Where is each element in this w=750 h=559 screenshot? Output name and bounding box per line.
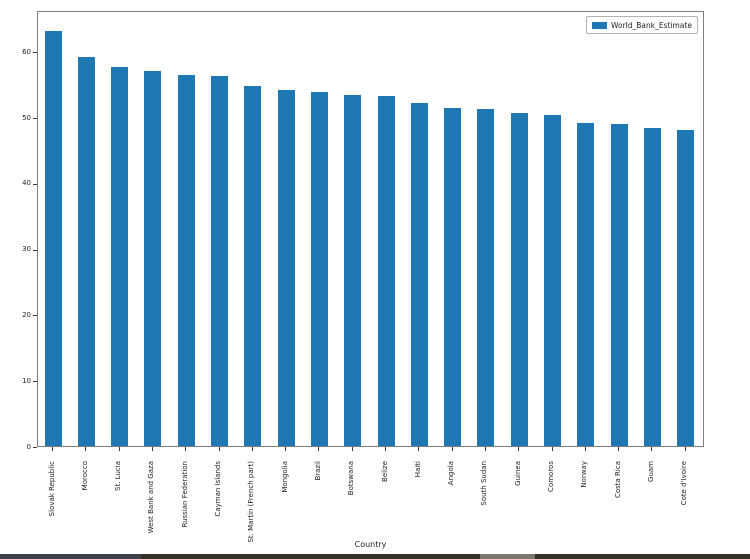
x-tick-mark [185, 447, 187, 451]
y-tick-mark [33, 315, 37, 317]
x-tick-mark [684, 447, 686, 451]
bar-guinea [510, 112, 528, 446]
y-tick-mark [33, 52, 37, 54]
y-tick-label-20: 20 [22, 310, 31, 319]
y-tick-label-0: 0 [26, 442, 31, 451]
taskbar-segment-brown-right[interactable] [535, 554, 750, 559]
x-tick-mark [52, 447, 53, 451]
legend-entry-world-bank-estimate: World_Bank_Estimate [611, 20, 692, 30]
x-tick-mark [385, 447, 386, 451]
x-tick-mark [651, 447, 653, 451]
x-tick-mark [418, 447, 420, 451]
bar-st-martin-french-part [244, 86, 262, 446]
y-tick-label-30: 30 [22, 245, 31, 254]
bar-russian-federation [177, 75, 195, 446]
x-tick-mark [85, 447, 87, 451]
bar-west-bank-and-gaza [144, 70, 162, 446]
x-tick-mark [351, 447, 353, 451]
bar-costa-rica [610, 124, 628, 446]
bar-norway [577, 122, 595, 446]
bar-haiti [410, 103, 428, 446]
bar-belize [377, 95, 395, 446]
y-tick-label-60: 60 [22, 47, 31, 56]
x-tick-mark [285, 447, 287, 451]
x-tick-mark [551, 447, 553, 451]
bar-angola [444, 108, 462, 446]
bar-mongolia [277, 89, 295, 446]
legend: World_Bank_Estimate [586, 16, 698, 34]
legend-swatch-icon [592, 21, 607, 29]
y-tick-label-10: 10 [22, 376, 31, 385]
y-tick-mark [33, 118, 37, 120]
bar-slovak-republic [44, 31, 62, 446]
taskbar-segment-brown-left[interactable] [141, 554, 480, 559]
x-axis-title: Country [354, 540, 387, 549]
x-tick-mark [451, 447, 453, 451]
bar-botswana [344, 94, 362, 446]
x-tick-mark [484, 447, 486, 451]
x-tick-mark [218, 447, 220, 451]
x-tick-mark [318, 447, 320, 451]
y-tick-label-40: 40 [22, 179, 31, 188]
bar-st-lucia [111, 67, 129, 446]
plot-area: World_Bank_Estimate [37, 11, 704, 447]
y-tick-mark [33, 249, 37, 251]
taskbar-strip[interactable] [0, 554, 750, 559]
x-tick-mark [251, 447, 253, 451]
x-tick-mark [518, 447, 520, 451]
x-tick-mark [618, 447, 620, 451]
y-tick-mark [33, 447, 37, 448]
x-tick-mark [118, 447, 120, 451]
y-tick-mark [33, 381, 37, 383]
bar-comoros [544, 115, 561, 446]
bar-guam [643, 128, 661, 446]
bar-morocco [77, 56, 95, 446]
bar-cote-d-ivoire [677, 130, 695, 446]
bar-south-sudan [477, 109, 495, 446]
y-tick-label-50: 50 [22, 113, 31, 122]
bar-brazil [310, 91, 328, 446]
taskbar-segment-gray[interactable] [480, 554, 535, 559]
bar-cayman-islands [211, 76, 228, 446]
x-tick-mark [151, 447, 153, 451]
x-tick-mark [584, 447, 586, 451]
taskbar-segment-slate[interactable] [0, 554, 141, 559]
y-tick-mark [33, 183, 37, 185]
